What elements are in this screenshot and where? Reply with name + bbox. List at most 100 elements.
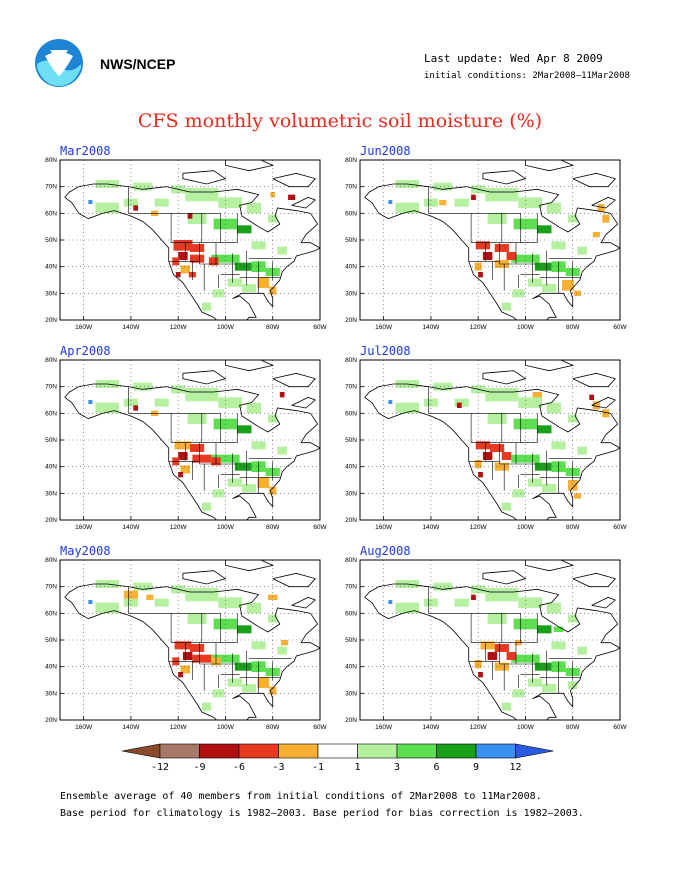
panel-title-apr2008: Apr2008 [60, 344, 111, 358]
anomaly-cell [268, 614, 278, 623]
anomaly-cell [212, 489, 225, 498]
island-outline [525, 560, 574, 572]
anomaly-cell [501, 452, 512, 460]
anomaly-cell [482, 252, 493, 260]
colorbar-swatch [357, 743, 398, 759]
anomaly-cell [251, 641, 266, 650]
lat-tick-label: 50N [45, 637, 57, 644]
lon-tick-label: 60W [613, 524, 627, 531]
anomaly-cell [201, 502, 212, 511]
anomaly-cell [123, 598, 138, 607]
lon-tick-label: 160W [375, 724, 393, 731]
anomaly-cell [218, 197, 242, 208]
colorbar-label: -3 [272, 762, 284, 773]
lon-tick-label: 60W [313, 324, 327, 331]
anomaly-cell [546, 602, 561, 614]
anomaly-cell [478, 672, 483, 678]
map-area [60, 360, 320, 520]
lat-tick-label: 20N [45, 717, 57, 724]
lon-tick-label: 80W [266, 724, 280, 731]
anomaly-cell [182, 652, 193, 660]
island-outline [291, 396, 317, 409]
anomaly-cell [474, 262, 482, 271]
island-outline [272, 172, 316, 188]
anomaly-cell [511, 254, 540, 263]
island-outline [182, 170, 227, 185]
anomaly-cell [288, 194, 296, 200]
lon-tick-label: 60W [313, 724, 327, 731]
lon-tick-label: 140W [422, 524, 440, 531]
lat-tick-label: 30N [345, 690, 357, 697]
island-outline [182, 570, 227, 585]
map-panel-jun2008: 80N 70N 60N 50N 40N 30N 20N 160W 140W 120W 100W 80W… [345, 157, 627, 331]
anomaly-cell [237, 425, 252, 434]
island-outline [572, 372, 616, 388]
anomaly-cell [187, 213, 207, 224]
anomaly-cell [201, 702, 212, 711]
island-outline [591, 196, 617, 209]
lat-tick-label: 40N [345, 664, 357, 671]
lat-tick-label: 70N [345, 184, 357, 191]
anomaly-cell [454, 398, 469, 407]
anomaly-cell [501, 502, 512, 511]
lat-tick-label: 30N [345, 290, 357, 297]
colorbar-swatch [396, 743, 437, 759]
anomaly-cell [279, 392, 285, 398]
anomaly-cell [268, 594, 278, 600]
anomaly-cell [257, 677, 270, 688]
anomaly-cell [218, 597, 242, 608]
lat-tick-label: 80N [45, 557, 57, 564]
org-name: NWS/NCEP [100, 56, 176, 72]
anomaly-cell [568, 614, 578, 623]
anomaly-cell [192, 454, 212, 463]
anomaly-cell [212, 289, 225, 298]
anomaly-cell [174, 441, 192, 450]
anomaly-cell [494, 244, 509, 252]
lat-tick-label: 20N [345, 317, 357, 324]
anomaly-cell [551, 241, 566, 250]
anomaly-cell [277, 646, 287, 655]
lat-tick-label: 40N [45, 264, 57, 271]
colorbar-swatch [159, 743, 200, 759]
anomaly-cell [512, 489, 525, 498]
anomaly-cell [537, 625, 552, 634]
lat-tick-label: 50N [345, 637, 357, 644]
lat-tick-label: 40N [45, 464, 57, 471]
lon-tick-label: 60W [313, 524, 327, 531]
anomaly-cell [589, 394, 594, 400]
lon-tick-label: 120W [170, 324, 188, 331]
anomaly-cell [480, 641, 495, 650]
anomaly-cell [268, 214, 278, 223]
anomaly-cell [573, 493, 581, 499]
colorbar-swatch [475, 743, 516, 759]
lat-tick-label: 40N [45, 664, 57, 671]
anomaly-cell [501, 302, 512, 311]
anomaly-cell [395, 202, 420, 214]
anomaly-cell [133, 582, 153, 591]
lon-tick-label: 80W [566, 524, 580, 531]
anomaly-cell [551, 641, 566, 650]
lon-tick-label: 120W [470, 724, 488, 731]
lat-tick-label: 80N [345, 357, 357, 364]
lon-tick-label: 80W [566, 324, 580, 331]
anomaly-cell [269, 686, 277, 695]
lon-tick-label: 120W [170, 524, 188, 531]
colorbar-swatch [436, 743, 477, 759]
lon-tick-label: 160W [75, 524, 93, 531]
anomaly-cell [246, 402, 261, 414]
map-panel-may2008: 80N 70N 60N 50N 40N 30N 20N 160W 140W 120W 100W 80W… [45, 557, 327, 731]
anomaly-cell [395, 402, 420, 414]
anomaly-cell [562, 280, 574, 291]
anomaly-cell [192, 654, 212, 663]
panel-title-aug2008: Aug2008 [360, 544, 411, 558]
colorbar-label: -6 [233, 762, 245, 773]
anomaly-cell [190, 444, 205, 452]
anomaly-cell [154, 198, 169, 207]
anomaly-cell [388, 400, 393, 404]
anomaly-cell [173, 240, 193, 251]
anomaly-cell [577, 246, 587, 255]
anomaly-cell [475, 441, 490, 450]
anomaly-cell [471, 194, 476, 200]
lon-tick-label: 100W [517, 524, 535, 531]
anomaly-cell [494, 662, 509, 671]
